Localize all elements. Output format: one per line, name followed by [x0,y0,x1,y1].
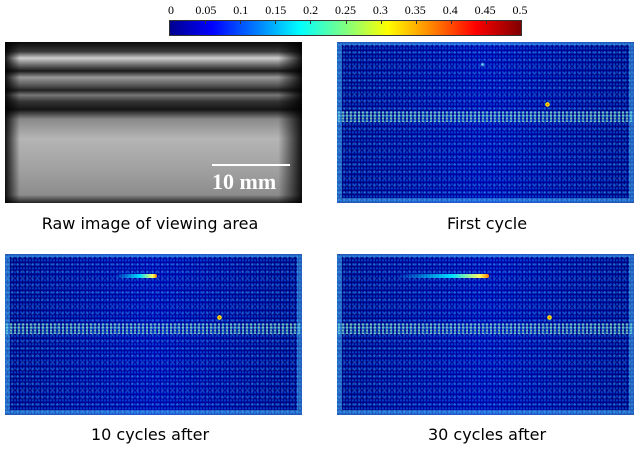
heatmap-30-cycles [337,254,634,415]
colorbar-tick-label: 0.35 [404,3,426,17]
scale-bar-label: 10 mm [212,169,277,194]
colorbar-tick-label: 0 [168,3,174,17]
strain-streak [115,274,157,278]
colorbar-tick [310,21,312,24]
hotspot [480,62,485,67]
scale-bar [212,164,290,166]
caption-10-cycles: 10 cycles after [90,425,210,444]
colorbar [169,20,522,36]
colorbar-tick-label: 0.2 [303,3,319,17]
hotspot [547,315,552,320]
colorbar-tick [275,21,277,24]
colorbar-tick-label: 0.45 [474,3,496,17]
colorbar-tick [205,21,207,24]
strain-streak [397,274,489,278]
heatmap-10-cycles [5,254,302,415]
colorbar-tick-label: 0.1 [233,3,249,17]
colorbar-tick [485,21,487,24]
caption-30-cycles: 30 cycles after [427,425,547,444]
hotspot [217,315,222,320]
colorbar-tick [415,21,417,24]
colorbar-tick-label: 0.05 [195,3,217,17]
heatmap-first-cycle [337,42,634,203]
caption-raw-image: Raw image of viewing area [41,214,259,233]
raw-image-panel: 10 mm [5,42,302,203]
colorbar-tick [380,21,382,24]
colorbar-tick-label: 0.3 [372,3,388,17]
colorbar-tick [240,21,242,24]
colorbar-tick-label: 0.4 [442,3,458,17]
colorbar-tick [450,21,452,24]
hotspot [545,102,550,107]
colorbar-tick-label: 0.5 [512,3,528,17]
colorbar-tick-label: 0.25 [335,3,356,17]
caption-first-cycle: First cycle [446,214,528,233]
colorbar-tick-label: 0.15 [265,3,287,17]
colorbar-tick [345,21,347,24]
